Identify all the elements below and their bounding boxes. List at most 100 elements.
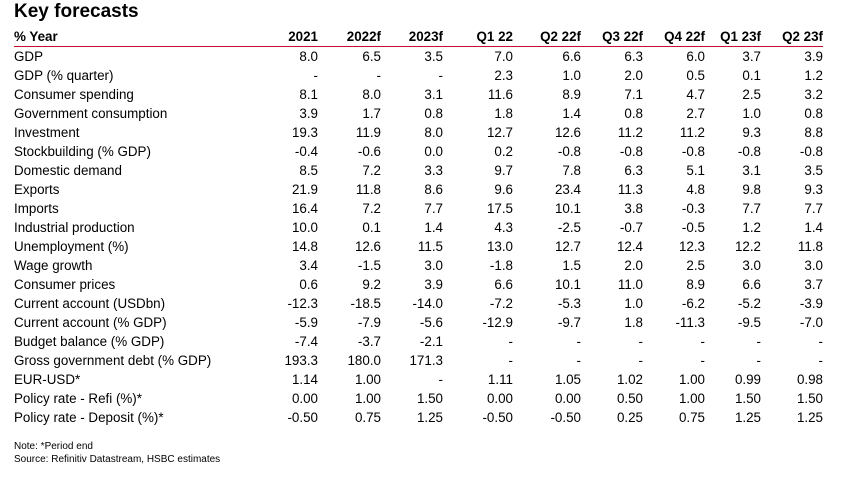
table-cell: 4.7 [686, 87, 705, 102]
table-cell: 0.8 [804, 106, 823, 121]
table-cell: 1.50 [796, 391, 823, 406]
table-cell: 3.5 [424, 49, 443, 64]
table-cell: 12.7 [486, 125, 513, 140]
table-row: Wage growth 3.4 -1.5 3.0 -1.8 1.5 2.0 2.5 3.0 3.0 [14, 256, 823, 275]
table-cell: 14.8 [291, 239, 318, 254]
table-cell: 1.00 [678, 372, 705, 387]
table-cell: -0.8 [619, 144, 643, 159]
row-label: GDP [14, 49, 44, 64]
table-cell: 0.6 [299, 277, 318, 292]
table-cell: 5.1 [686, 163, 705, 178]
table-cell: -0.8 [557, 144, 581, 159]
table-cell: -5.6 [419, 315, 443, 330]
table-cell: 1.4 [424, 220, 443, 235]
row-label: Wage growth [14, 258, 93, 273]
table-row: Budget balance (% GDP) -7.4 -3.7 -2.1 - - - - - - [14, 332, 823, 351]
table-cell: -18.5 [350, 296, 381, 311]
table-cell: -7.4 [294, 334, 318, 349]
table-row: Exports 21.9 11.8 8.6 9.6 23.4 11.3 4.8 9.8 9.3 [14, 180, 823, 199]
row-label: Industrial production [14, 220, 135, 235]
table-cell: - [576, 353, 581, 368]
table-cell: 3.7 [742, 49, 761, 64]
table-cell: 9.3 [742, 125, 761, 140]
row-label: Current account (USDbn) [14, 296, 166, 311]
table-cell: 1.4 [804, 220, 823, 235]
table-cell: 1.0 [624, 296, 643, 311]
table-cell: 2.5 [742, 87, 761, 102]
table-cell: 7.7 [804, 201, 823, 216]
table-row: Imports 16.4 7.2 7.7 17.5 10.1 3.8 -0.3 7.7 7.7 [14, 199, 823, 218]
row-label: Budget balance (% GDP) [14, 334, 165, 349]
table-cell: - [508, 334, 513, 349]
table-cell: -14.0 [412, 296, 443, 311]
table-cell: 3.4 [299, 258, 318, 273]
table-cell: -0.4 [294, 144, 318, 159]
table-cell: 6.6 [742, 277, 761, 292]
table-cell: 2.7 [686, 106, 705, 121]
table-cell: -7.0 [799, 315, 823, 330]
table-cell: -0.50 [550, 410, 581, 425]
table-cell: 23.4 [554, 182, 581, 197]
table-cell: -11.3 [675, 315, 705, 330]
table-cell: 0.2 [494, 144, 513, 159]
footnote: Note: *Period end [14, 441, 93, 452]
table-cell: 193.3 [284, 353, 318, 368]
table-cell: 6.0 [686, 49, 705, 64]
table-cell: -7.9 [357, 315, 381, 330]
row-label: Gross government debt (% GDP) [14, 353, 212, 368]
table-cell: 1.8 [494, 106, 513, 121]
table-cell: - [756, 353, 761, 368]
table-cell: - [576, 334, 581, 349]
table-cell: -0.8 [799, 144, 823, 159]
table-cell: 9.3 [804, 182, 823, 197]
table-row: Domestic demand 8.5 7.2 3.3 9.7 7.8 6.3 5.1 3.1 3… [14, 161, 823, 180]
row-label: EUR-USD* [14, 372, 81, 387]
table-cell: 8.0 [424, 125, 443, 140]
column-header: Q1 22 [443, 27, 513, 47]
table-cell: -0.3 [681, 201, 705, 216]
table-cell: 11.6 [487, 87, 513, 102]
table-cell: 21.9 [291, 182, 318, 197]
row-label: Government consumption [14, 106, 168, 121]
table-row: Policy rate - Refi (%)* 0.00 1.00 1.50 0.00 0… [14, 389, 823, 408]
table-cell: 1.05 [554, 372, 581, 387]
table-cell: 2.0 [624, 258, 643, 273]
table-cell: 8.8 [804, 125, 823, 140]
table-cell: 8.1 [299, 87, 318, 102]
table-cell: 10.1 [554, 277, 581, 292]
table-cell: -5.3 [557, 296, 581, 311]
table-cell: 2.0 [624, 68, 643, 83]
table-cell: -5.2 [737, 296, 761, 311]
table-cell: 0.8 [424, 106, 443, 121]
row-label: Policy rate - Refi (%)* [14, 391, 142, 406]
column-header: Q3 22f [581, 27, 643, 47]
table-cell: 0.5 [686, 68, 705, 83]
table-cell: -6.2 [681, 296, 705, 311]
table-cell: 0.8 [624, 106, 643, 121]
table-cell: 8.9 [562, 87, 581, 102]
table-cell: 3.0 [424, 258, 443, 273]
table-cell: 8.5 [299, 163, 318, 178]
table-cell: 1.4 [562, 106, 581, 121]
column-header: Q2 23f [761, 27, 823, 47]
table-cell: 7.1 [624, 87, 643, 102]
table-cell: 8.9 [686, 277, 705, 292]
column-header: 2021 [264, 27, 318, 47]
table-row: GDP 8.0 6.5 3.5 7.0 6.6 6.3 6.0 3.7 3.9 [14, 47, 823, 67]
table-cell: -9.7 [557, 315, 581, 330]
table-cell: 11.2 [617, 125, 643, 140]
table-cell: -5.9 [294, 315, 318, 330]
table-cell: 1.14 [291, 372, 318, 387]
table-cell: 11.8 [797, 239, 823, 254]
table-cell: 12.4 [616, 239, 643, 254]
table-cell: 1.50 [416, 391, 443, 406]
table-cell: 10.1 [554, 201, 581, 216]
table-cell: 2.5 [686, 258, 705, 273]
table-cell: 3.9 [299, 106, 318, 121]
source-note: Source: Refinitiv Datastream, HSBC estim… [14, 454, 221, 465]
forecast-table: % Year 2021 2022f 2023f Q1 22 Q2 22f Q3 22f Q4 … [14, 27, 823, 427]
table-cell: - [818, 353, 823, 368]
table-cell: 1.25 [416, 410, 443, 425]
table-cell: -3.7 [357, 334, 381, 349]
table-cell: 11.5 [417, 239, 443, 254]
